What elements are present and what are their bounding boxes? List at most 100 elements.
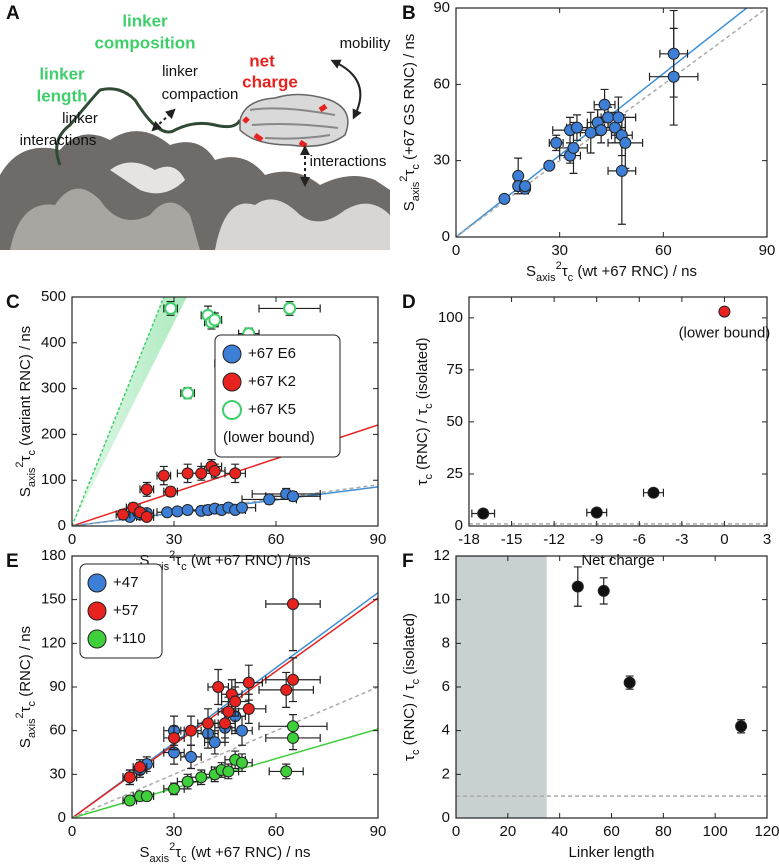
y-tick-label: 50: [446, 413, 463, 430]
point: [287, 490, 299, 503]
annotation: net: [249, 51, 275, 70]
plot-area: [456, 556, 767, 818]
chart: C03060900100200300400500Saxis2τc (wt +67…: [6, 288, 387, 573]
point: [287, 598, 299, 611]
x-tick-label: 60: [655, 242, 672, 259]
x-tick-label: -3: [675, 531, 688, 548]
point: [571, 580, 584, 593]
point: [584, 126, 597, 139]
shaded-region: [456, 556, 547, 818]
label-part: (wt +67 RNC) / ns: [573, 263, 697, 280]
point: [263, 493, 276, 506]
y-tick-label: 30: [49, 765, 66, 782]
legend: +67 E6 +67 K2 +67 K5 (lower bound): [214, 334, 341, 458]
label-part: S: [17, 738, 34, 748]
point: [202, 717, 214, 730]
legend-label: +57: [113, 602, 138, 619]
x-tick-label: 60: [268, 823, 285, 840]
point: [229, 695, 242, 708]
x-tick-label: 90: [370, 823, 387, 840]
y-tick-label: 60: [49, 722, 66, 739]
y-tick-label: 300: [41, 380, 66, 397]
point: [477, 507, 490, 520]
point: [623, 676, 636, 689]
point: [222, 765, 235, 778]
point: [181, 467, 194, 480]
label-part: τ: [401, 170, 418, 176]
point: [567, 141, 580, 154]
x-tick-label: 60: [268, 531, 285, 548]
point: [619, 136, 632, 149]
y-tick-label: 25: [446, 465, 463, 482]
y-axis-label: Saxis2τc (RNC) / ns: [14, 626, 38, 748]
x-tick-label: 120: [754, 823, 779, 840]
label-part: c: [26, 450, 38, 456]
point: [602, 111, 615, 124]
point: [236, 756, 248, 769]
y-tick-label: 500: [41, 288, 66, 305]
point: [181, 386, 195, 400]
legend-label: +110: [113, 630, 146, 647]
point: [519, 180, 532, 193]
point: [168, 731, 180, 744]
annotation: linker: [122, 11, 168, 30]
legend-label: +67 E6: [248, 345, 296, 362]
label-part: c: [410, 678, 422, 684]
chart: D (lower bound) -18 -15 -12 -9 -6 -3 0 3 0 25 50 75 10…: [402, 292, 771, 569]
point: [185, 724, 197, 737]
label-part: S: [526, 263, 536, 280]
point: [280, 765, 293, 778]
label-part: c: [423, 474, 435, 480]
ribosome-surface: [110, 162, 185, 194]
point: [236, 501, 248, 514]
y-tick-label: 0: [455, 517, 463, 534]
x-tick-label: -12: [543, 531, 565, 548]
y-tick-label: 0: [442, 809, 450, 826]
annotation: length: [37, 86, 88, 105]
y-tick-label: 0: [442, 228, 450, 245]
point: [134, 761, 146, 774]
x-tick-label: 3: [763, 531, 771, 548]
plot-area: [456, 8, 767, 237]
x-tick-label: 0: [452, 242, 460, 259]
y-tick-label: 180: [41, 547, 66, 564]
point: [195, 771, 208, 784]
x-tick-label: 90: [370, 531, 387, 548]
y-axis-label: τc (RNC) / τc (isolated): [414, 338, 435, 486]
point: [570, 121, 583, 134]
x-tick-label: -15: [501, 531, 523, 548]
x-tick-label: 40: [551, 823, 568, 840]
y-tick-label: 120: [41, 634, 66, 651]
point: [123, 771, 136, 784]
point: [208, 465, 221, 478]
point: [590, 506, 603, 519]
label-part: (RNC) / τ: [401, 684, 418, 749]
point: [161, 506, 174, 519]
annotation: charge: [242, 72, 298, 91]
point: [735, 720, 748, 733]
label-part: (isolated): [414, 338, 431, 404]
point: [242, 702, 255, 715]
annotation: (lower bound): [679, 325, 771, 342]
label-part: 2: [556, 260, 562, 272]
y-tick-label: 30: [433, 152, 450, 169]
point: [185, 750, 197, 763]
label-part: (+67 GS RNC) / ns: [401, 34, 418, 164]
label-part: 2: [398, 176, 410, 182]
label-part: 2: [169, 549, 175, 561]
label-part: c: [410, 164, 422, 170]
point: [280, 683, 293, 696]
illustration: A linker composition net charge mobility…: [0, 3, 391, 250]
x-axis-label: Saxis2τc (wt +67 RNC) / ns: [526, 260, 697, 284]
label-part: c: [423, 403, 435, 409]
y-tick-label: 90: [49, 678, 66, 695]
label-part: S: [140, 552, 150, 569]
point: [222, 705, 235, 718]
label-part: S: [17, 487, 34, 497]
x-tick-label: -6: [633, 531, 646, 548]
ribosome-surface: [10, 188, 200, 250]
protein-strands: [249, 107, 339, 140]
label-part: c: [568, 272, 574, 284]
legend-label: +67 K5: [248, 401, 296, 418]
